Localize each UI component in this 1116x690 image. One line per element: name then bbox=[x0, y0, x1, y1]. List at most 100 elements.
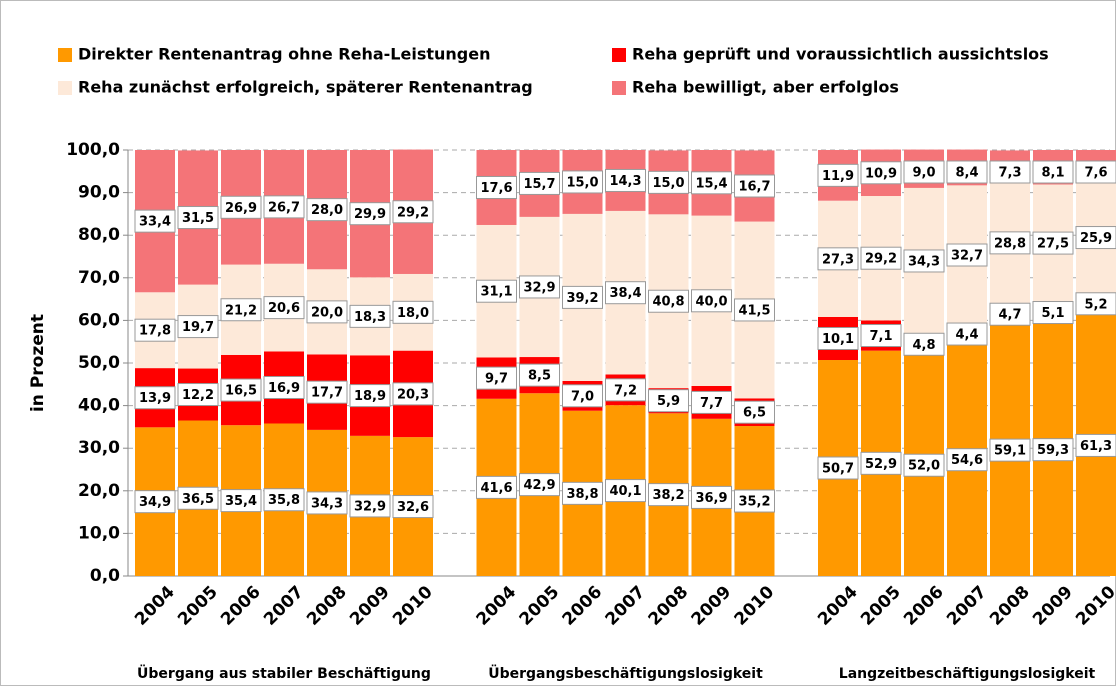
value-label: 5,9 bbox=[657, 394, 680, 409]
value-label: 36,9 bbox=[695, 491, 727, 506]
value-label-box bbox=[1032, 231, 1074, 255]
value-label: 61,3 bbox=[1080, 439, 1112, 454]
value-label-box bbox=[392, 495, 434, 519]
value-label: 5,2 bbox=[1084, 297, 1107, 312]
value-label: 52,9 bbox=[865, 457, 897, 472]
legend-swatch bbox=[58, 48, 72, 62]
value-label: 4,4 bbox=[955, 328, 978, 343]
value-label-box bbox=[392, 300, 434, 324]
value-label: 28,0 bbox=[311, 203, 343, 218]
value-label-box bbox=[306, 198, 348, 222]
value-label: 31,5 bbox=[182, 211, 214, 226]
value-label: 34,9 bbox=[139, 495, 171, 510]
value-label: 20,3 bbox=[397, 387, 429, 402]
value-label: 18,0 bbox=[397, 306, 429, 321]
value-label-box bbox=[220, 378, 262, 402]
value-label: 17,8 bbox=[139, 324, 171, 339]
value-label: 42,9 bbox=[523, 478, 555, 493]
value-label-box bbox=[903, 249, 945, 273]
value-label-box bbox=[519, 363, 560, 387]
value-label: 15,0 bbox=[652, 176, 684, 191]
value-label-box bbox=[860, 246, 902, 270]
value-label: 19,7 bbox=[182, 320, 214, 335]
value-label: 7,6 bbox=[1084, 166, 1107, 181]
value-label-box bbox=[220, 195, 262, 219]
value-label-box bbox=[1075, 433, 1116, 457]
value-label: 10,1 bbox=[822, 332, 854, 347]
value-label-box bbox=[349, 494, 391, 518]
y-tick-label: 80,0 bbox=[78, 225, 120, 245]
value-label-box bbox=[263, 195, 305, 219]
value-label-box bbox=[519, 171, 560, 195]
value-label-box bbox=[392, 382, 434, 406]
value-label-box bbox=[349, 304, 391, 328]
value-label-box bbox=[691, 390, 732, 414]
value-label: 4,8 bbox=[912, 338, 935, 353]
y-tick-label: 20,0 bbox=[78, 481, 120, 501]
value-label: 35,2 bbox=[738, 495, 770, 510]
value-label: 40,8 bbox=[652, 295, 684, 310]
value-label: 31,1 bbox=[480, 285, 512, 300]
value-label-box bbox=[263, 375, 305, 399]
value-label: 18,3 bbox=[354, 310, 386, 325]
value-label-box bbox=[734, 489, 775, 513]
legend-label: Reha geprüft und voraussichtlich aussich… bbox=[632, 45, 1049, 64]
value-label-box bbox=[903, 332, 945, 356]
legend-swatch bbox=[612, 81, 626, 95]
value-label-box bbox=[817, 247, 859, 271]
value-label-box bbox=[562, 481, 603, 505]
value-label-box bbox=[605, 479, 646, 503]
legend-label: Reha bewilligt, aber erfolglos bbox=[632, 78, 899, 97]
value-label-box bbox=[1075, 226, 1116, 250]
value-label-box bbox=[860, 161, 902, 185]
value-label-box bbox=[476, 279, 517, 303]
value-label-box bbox=[562, 285, 603, 309]
value-label: 4,7 bbox=[998, 308, 1021, 323]
value-label-box bbox=[306, 491, 348, 515]
value-label: 8,4 bbox=[955, 166, 978, 181]
value-label: 9,7 bbox=[485, 372, 508, 387]
value-label: 54,6 bbox=[951, 453, 983, 468]
value-label-box bbox=[1032, 438, 1074, 462]
value-label-box bbox=[263, 488, 305, 512]
value-label: 59,3 bbox=[1037, 443, 1069, 458]
value-label-box bbox=[605, 168, 646, 192]
value-label-box bbox=[860, 451, 902, 475]
value-label-box bbox=[817, 456, 859, 480]
value-label-box bbox=[989, 302, 1031, 326]
group-label: Übergangsbeschäftigungslosigkeit bbox=[488, 664, 763, 682]
value-label: 9,0 bbox=[912, 166, 935, 181]
value-label: 16,5 bbox=[225, 384, 257, 399]
value-label: 36,5 bbox=[182, 492, 214, 507]
value-label-box bbox=[648, 289, 689, 313]
value-label: 32,9 bbox=[354, 499, 386, 514]
value-label-box bbox=[691, 171, 732, 195]
value-label: 38,2 bbox=[652, 488, 684, 503]
value-label: 7,1 bbox=[869, 329, 892, 344]
value-label-box bbox=[349, 202, 391, 226]
value-label: 7,7 bbox=[700, 396, 723, 411]
value-label: 11,9 bbox=[822, 169, 854, 184]
value-label: 32,6 bbox=[397, 500, 429, 515]
value-label-box bbox=[648, 389, 689, 413]
value-label: 38,4 bbox=[609, 286, 641, 301]
value-label-box bbox=[989, 438, 1031, 462]
value-label-box bbox=[220, 489, 262, 513]
value-label: 38,8 bbox=[566, 487, 598, 502]
value-label-box bbox=[519, 473, 560, 497]
value-label-box bbox=[734, 298, 775, 322]
value-label-box bbox=[648, 483, 689, 507]
value-label: 26,7 bbox=[268, 200, 300, 215]
value-label-box bbox=[220, 298, 262, 322]
value-label: 14,3 bbox=[609, 174, 641, 189]
value-label: 8,1 bbox=[1041, 166, 1064, 181]
y-tick-label: 30,0 bbox=[78, 438, 120, 458]
value-label-box bbox=[1075, 292, 1116, 316]
value-label: 25,9 bbox=[1080, 231, 1112, 246]
value-label-box bbox=[605, 378, 646, 402]
value-label: 16,9 bbox=[268, 381, 300, 396]
value-label-box bbox=[946, 243, 988, 267]
value-label-box bbox=[177, 486, 219, 510]
value-label: 21,2 bbox=[225, 303, 257, 318]
